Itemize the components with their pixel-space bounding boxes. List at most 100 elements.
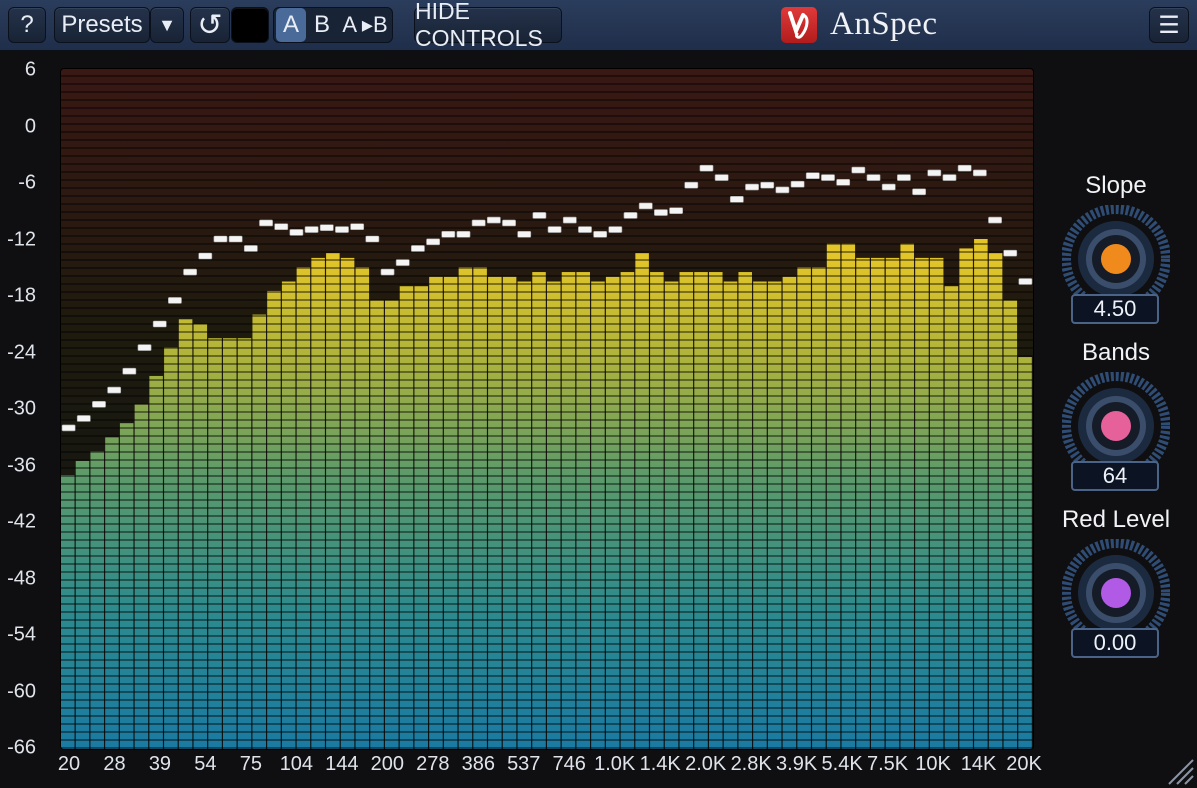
red-level-knob-graphic [1061, 538, 1171, 648]
spectrum-bar [694, 272, 708, 749]
y-tick-label: 0 [24, 115, 36, 137]
y-tick-label: -66 [7, 736, 36, 759]
peak-marker [714, 174, 729, 181]
x-tick-label: 54 [194, 753, 217, 775]
menu-button[interactable]: ☰ [1149, 7, 1189, 43]
x-tick-label: 7.5K [866, 753, 909, 775]
spectrum-bar [944, 286, 959, 749]
bands-knob-graphic [1061, 371, 1171, 481]
peak-marker [821, 174, 835, 181]
undo-icon: ↺ [197, 8, 223, 42]
peak-marker [547, 226, 562, 233]
y-tick-label: -24 [7, 341, 36, 363]
peak-marker [805, 172, 820, 180]
peak-marker [426, 238, 440, 246]
resize-grip-icon[interactable] [1165, 756, 1195, 786]
peak-marker [456, 230, 471, 238]
spectrum-bar [532, 272, 546, 749]
y-tick-label: -12 [7, 228, 36, 250]
y-tick-label: -36 [7, 454, 36, 476]
peak-marker [669, 207, 683, 214]
spectrum-bar [709, 272, 723, 749]
peak-marker [395, 259, 410, 266]
color-swatch-button[interactable] [231, 7, 269, 43]
spectrum-bar [650, 272, 664, 749]
spectrum-bar [119, 423, 134, 749]
spectrum-bar [399, 286, 414, 749]
peak-marker [836, 179, 851, 186]
spectrum-bar [723, 281, 738, 749]
peak-marker [198, 252, 213, 260]
spectrum-bar [208, 338, 222, 749]
spectrum-bar [547, 281, 561, 749]
peak-marker [957, 164, 972, 172]
peak-marker [775, 186, 790, 194]
x-tick-label: 28 [103, 753, 126, 775]
toolbar: ? Presets ▼ ↺ A B A ▸B HIDE CONTROLS AnS… [0, 0, 1197, 52]
peak-marker [411, 245, 425, 252]
hide-controls-button[interactable]: HIDE CONTROLS [414, 0, 562, 51]
y-tick-label: -6 [18, 171, 36, 194]
peak-marker [608, 226, 623, 233]
peak-marker [289, 229, 304, 236]
y-tick-label: -18 [7, 284, 36, 307]
peak-marker [380, 268, 395, 276]
peak-marker [866, 174, 881, 181]
slope-knob[interactable] [1061, 204, 1171, 314]
help-label: ? [20, 11, 34, 38]
spectrum-bar [237, 338, 252, 749]
presets-dropdown-button[interactable]: ▼ [150, 7, 184, 43]
hamburger-menu-icon: ☰ [1158, 11, 1180, 39]
peak-marker [259, 219, 273, 227]
peak-marker [897, 174, 911, 181]
spectrum-bar [561, 272, 576, 749]
peak-marker [183, 268, 197, 276]
spectrum-bar [664, 281, 679, 749]
x-tick-label: 5.4K [821, 753, 863, 775]
red-level-knob[interactable] [1061, 538, 1171, 648]
y-tick-label: 6 [24, 58, 36, 81]
peak-marker [851, 166, 866, 174]
y-tick-label: -42 [7, 510, 36, 533]
x-tick-label: 200 [370, 753, 405, 775]
spectrum-bar [502, 276, 517, 749]
spectrum-bar [797, 267, 811, 749]
spectrum-bar [812, 267, 826, 749]
slope-label: Slope [1085, 172, 1147, 199]
help-button[interactable]: ? [8, 7, 46, 43]
red-level-value[interactable]: 0.00 [1071, 628, 1159, 658]
x-tick-label: 10K [915, 753, 951, 775]
spectrum-bar [1003, 300, 1018, 749]
undo-button[interactable]: ↺ [190, 7, 230, 43]
peak-marker [927, 169, 942, 177]
x-tick-label: 20K [1006, 753, 1042, 775]
peak-marker [654, 209, 668, 216]
a-button[interactable]: A [276, 8, 306, 42]
presets-button[interactable]: Presets [54, 7, 150, 43]
spectrum-bar [738, 272, 752, 749]
y-tick-label: -30 [7, 397, 36, 420]
spectrum-bar [915, 257, 929, 749]
vst-logo-icon [781, 7, 817, 43]
peak-marker [972, 169, 987, 177]
peak-marker [745, 183, 759, 191]
peak-marker [562, 216, 577, 224]
y-tick-label: -60 [7, 680, 36, 702]
slope-value[interactable]: 4.50 [1071, 294, 1159, 324]
spectrum-bar [576, 272, 590, 749]
a-to-b-label: A ▸B [342, 12, 388, 37]
peak-marker [1018, 278, 1033, 285]
spectrum-bar [929, 257, 944, 749]
peak-marker [107, 386, 122, 394]
bands-knob[interactable] [1061, 371, 1171, 481]
spectrum-bar [296, 267, 311, 749]
bands-value[interactable]: 64 [1071, 461, 1159, 491]
peak-marker [274, 223, 289, 231]
peak-marker [76, 415, 91, 422]
b-button[interactable]: B [306, 8, 338, 42]
spectrum-bar [856, 257, 870, 749]
peak-marker [92, 400, 106, 408]
a-to-b-button[interactable]: A ▸B [338, 8, 392, 42]
spectrum-graph [60, 68, 1034, 750]
spectrum-bar [767, 281, 782, 749]
